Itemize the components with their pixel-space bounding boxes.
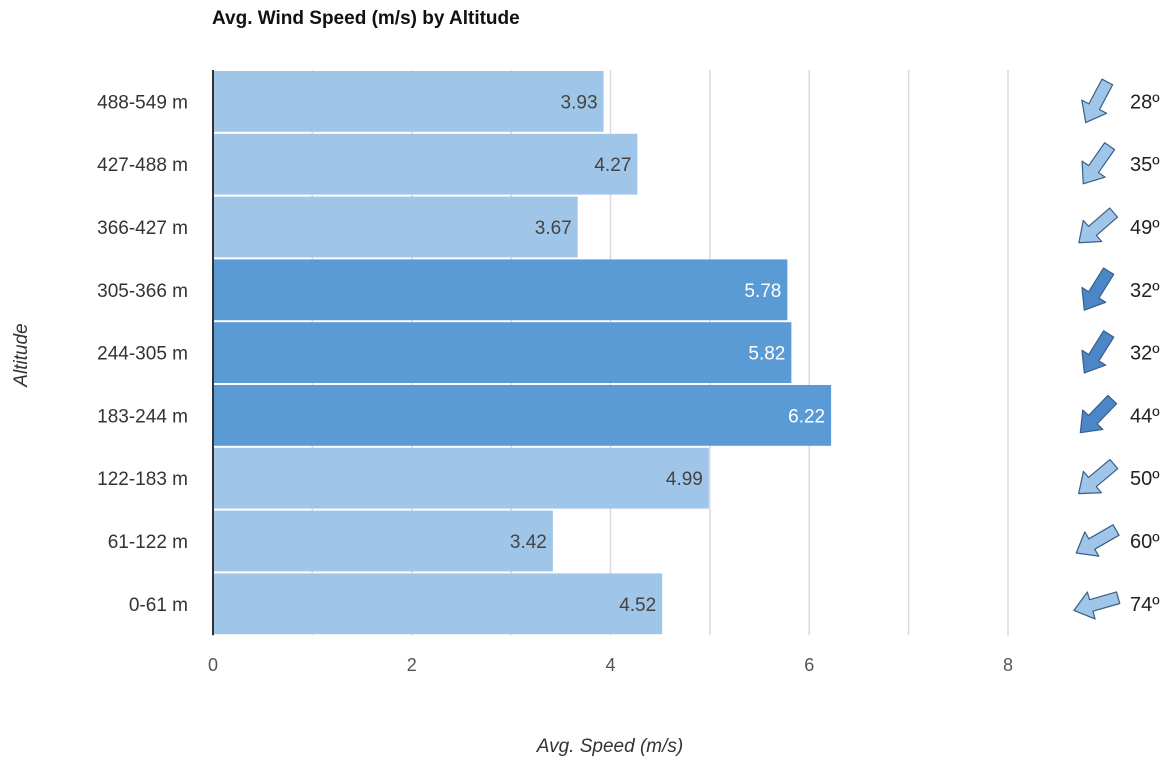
wind-arrow-shape [1078, 207, 1119, 244]
x-tick-label: 8 [1003, 655, 1013, 675]
y-tick-label: 244-305 m [97, 344, 188, 365]
wind-arrow-icon [1081, 267, 1115, 311]
wind-arrow-icon [1075, 524, 1120, 557]
wind-arrow-shape [1079, 394, 1118, 434]
y-tick-label: 305-366 m [97, 281, 188, 302]
data-label: 4.99 [666, 469, 703, 490]
wind-direction-label: 28º [1130, 91, 1160, 113]
y-tick-label: 427-488 m [97, 155, 188, 176]
wind-arrow-shape [1073, 591, 1121, 620]
bar [213, 510, 553, 572]
y-tick-label: 61-122 m [108, 532, 188, 553]
bar [213, 71, 604, 132]
bar [213, 259, 788, 321]
wind-direction-label: 44º [1130, 405, 1160, 427]
wind-arrow-shape [1081, 78, 1114, 124]
bar [213, 573, 663, 635]
chart-title: Avg. Wind Speed (m/s) by Altitude [212, 8, 520, 29]
wind-arrow-shape [1078, 458, 1119, 495]
wind-arrow-shape [1081, 142, 1116, 185]
x-tick-label: 6 [804, 655, 814, 675]
bars: 3.93 4.27 3.67 5.78 5.82 6.22 4.99 3.42 4.52 [213, 71, 832, 635]
data-label: 3.42 [510, 532, 547, 553]
y-tick-label: 366-427 m [97, 218, 188, 239]
wind-arrow-icon [1073, 591, 1121, 620]
data-label: 3.93 [561, 92, 598, 113]
wind-arrow-shape [1075, 524, 1120, 557]
wind-arrow-icon [1078, 207, 1119, 244]
y-tick-label: 122-183 m [97, 469, 188, 490]
bar [213, 196, 578, 258]
data-label: 6.22 [788, 406, 825, 427]
y-tick-label: 183-244 m [97, 406, 188, 427]
x-tick-label: 2 [407, 655, 417, 675]
x-axis-title: Avg. Speed (m/s) [536, 736, 683, 757]
data-label: 4.52 [619, 595, 656, 616]
wind-direction-label: 74º [1130, 594, 1160, 616]
data-label: 3.67 [535, 218, 572, 239]
wind-arrow-icon [1081, 142, 1116, 185]
data-label: 5.78 [744, 281, 781, 302]
bar [213, 385, 832, 446]
y-axis-title: Altitude [11, 323, 32, 387]
bar [213, 322, 792, 383]
wind-arrow-shape [1081, 330, 1115, 374]
bar [213, 133, 638, 195]
y-tick-label: 0-61 m [129, 595, 188, 616]
data-label: 5.82 [748, 344, 785, 365]
wind-direction-label: 60º [1130, 531, 1160, 553]
y-tick-label: 488-549 m [97, 92, 188, 113]
data-label: 4.27 [594, 155, 631, 176]
wind-direction-arrows: 28º 35º 49º 32º 32º 44º 50º 60º 74º [1073, 78, 1160, 620]
x-tick-label: 4 [605, 655, 615, 675]
x-tick-label: 0 [208, 655, 218, 675]
wind-arrow-icon [1081, 78, 1114, 124]
bar [213, 447, 709, 509]
wind-direction-label: 32º [1130, 280, 1160, 302]
wind-direction-label: 32º [1130, 343, 1160, 365]
wind-direction-label: 50º [1130, 468, 1160, 490]
wind-direction-label: 35º [1130, 154, 1160, 176]
wind-arrow-icon [1079, 394, 1118, 434]
axes: 0 2 4 6 8 488-549 m 427-488 m 366-427 m 305-366 … [97, 70, 1013, 675]
wind-arrow-shape [1081, 267, 1115, 311]
wind-arrow-icon [1081, 330, 1115, 374]
wind-arrow-icon [1078, 458, 1119, 495]
wind-direction-label: 49º [1130, 217, 1160, 239]
